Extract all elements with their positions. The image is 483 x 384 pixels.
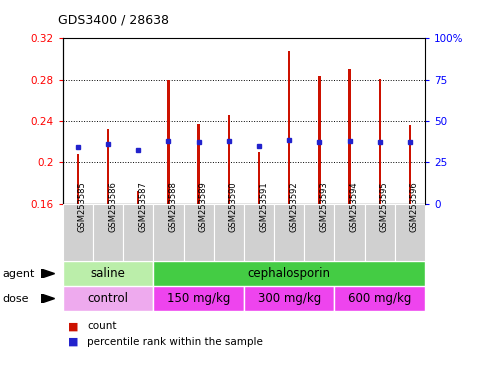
Bar	[379, 79, 381, 204]
Text: GSM253595: GSM253595	[380, 181, 389, 232]
Text: GSM253588: GSM253588	[169, 181, 177, 232]
Text: GSM253592: GSM253592	[289, 181, 298, 232]
Bar	[63, 286, 154, 311]
Bar	[244, 286, 334, 311]
Bar	[198, 124, 200, 204]
Bar	[318, 76, 321, 204]
Text: cephalosporin: cephalosporin	[248, 267, 331, 280]
Bar	[137, 191, 140, 204]
Text: percentile rank within the sample: percentile rank within the sample	[87, 337, 263, 347]
Bar	[348, 70, 351, 204]
Bar	[365, 204, 395, 261]
Bar	[288, 51, 290, 204]
Text: GSM253591: GSM253591	[259, 181, 268, 232]
Bar	[154, 261, 425, 286]
Bar	[409, 125, 411, 204]
Text: control: control	[87, 292, 128, 305]
Text: GSM253594: GSM253594	[350, 181, 358, 232]
Bar	[334, 204, 365, 261]
Bar	[77, 154, 79, 204]
Bar	[274, 204, 304, 261]
Text: GSM253585: GSM253585	[78, 181, 87, 232]
Polygon shape	[41, 269, 55, 278]
Text: ■: ■	[68, 321, 78, 331]
Bar	[227, 115, 230, 204]
Text: 150 mg/kg: 150 mg/kg	[167, 292, 230, 305]
Text: count: count	[87, 321, 116, 331]
Polygon shape	[41, 294, 55, 303]
Text: GSM253590: GSM253590	[229, 181, 238, 232]
Bar	[93, 204, 123, 261]
Bar	[154, 286, 244, 311]
Text: GSM253589: GSM253589	[199, 181, 208, 232]
Bar	[244, 204, 274, 261]
Text: 300 mg/kg: 300 mg/kg	[257, 292, 321, 305]
Text: GSM253593: GSM253593	[319, 181, 328, 232]
Text: GDS3400 / 28638: GDS3400 / 28638	[58, 14, 169, 27]
Bar	[334, 286, 425, 311]
Bar	[123, 204, 154, 261]
Bar	[167, 79, 170, 204]
Text: GSM253587: GSM253587	[138, 181, 147, 232]
Bar	[304, 204, 334, 261]
Bar	[395, 204, 425, 261]
Bar	[63, 261, 154, 286]
Bar	[184, 204, 213, 261]
Text: ■: ■	[68, 337, 78, 347]
Text: GSM253596: GSM253596	[410, 181, 419, 232]
Text: GSM253586: GSM253586	[108, 181, 117, 232]
Text: agent: agent	[2, 268, 35, 279]
Bar	[213, 204, 244, 261]
Bar	[107, 129, 109, 204]
Text: dose: dose	[2, 293, 29, 304]
Bar	[63, 204, 93, 261]
Bar	[258, 152, 260, 204]
Bar	[154, 204, 184, 261]
Text: saline: saline	[91, 267, 126, 280]
Text: 600 mg/kg: 600 mg/kg	[348, 292, 412, 305]
